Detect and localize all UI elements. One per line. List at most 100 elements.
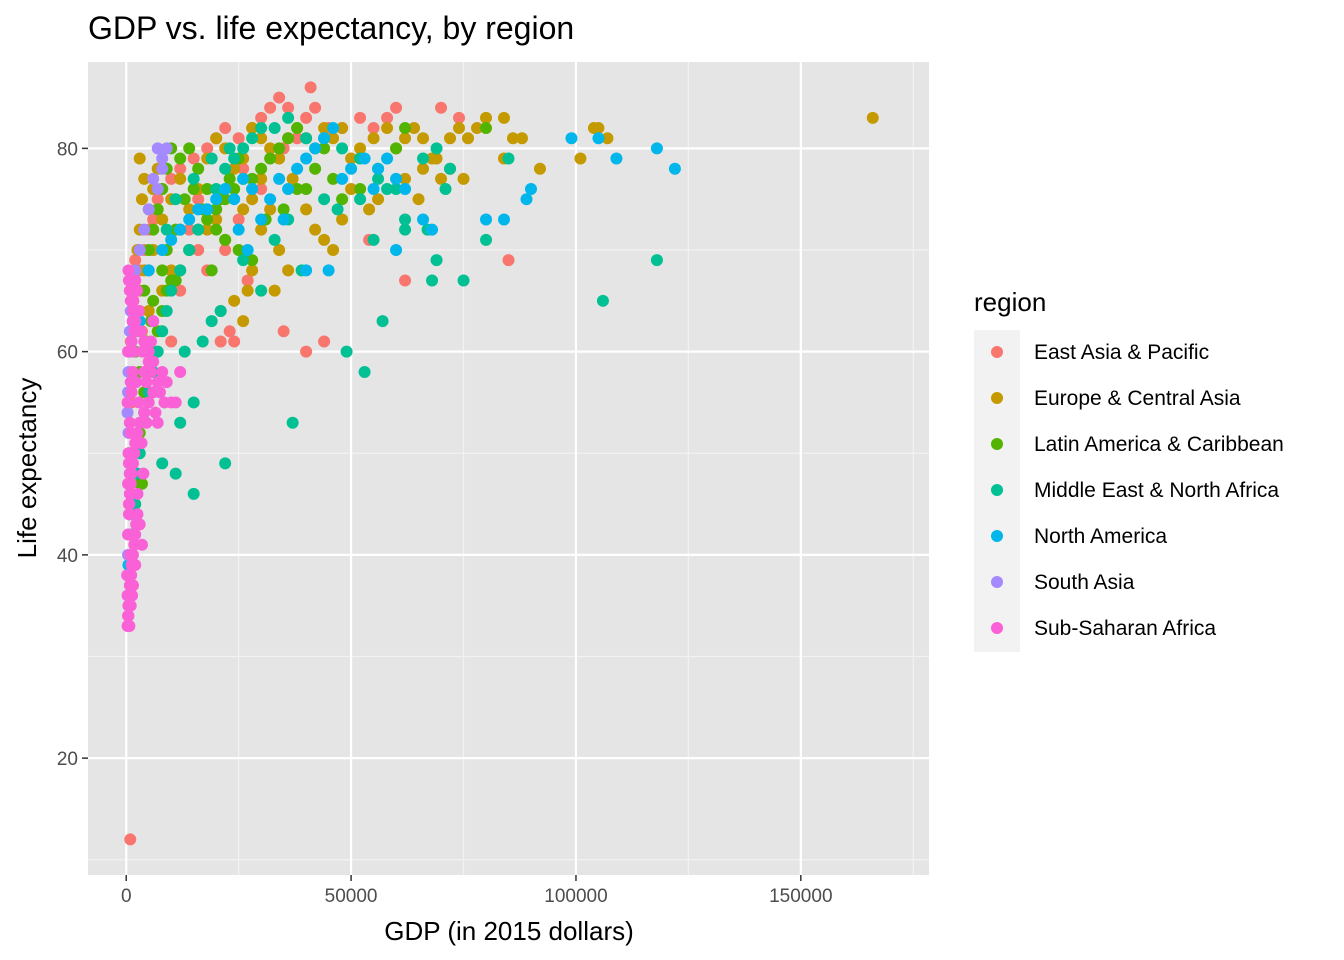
data-point [381, 111, 394, 124]
data-point [232, 223, 245, 236]
legend-label: Sub-Saharan Africa [1034, 617, 1216, 640]
data-point [291, 162, 304, 175]
data-point [318, 132, 331, 145]
axes: 0 50000 100000 150000 20 40 60 80 [57, 139, 833, 907]
x-axis-title: GDP (in 2015 dollars) [384, 916, 634, 946]
legend-title: region [974, 287, 1046, 317]
data-point [282, 132, 295, 145]
data-point [282, 264, 295, 277]
data-point [183, 203, 196, 216]
data-point [156, 162, 169, 175]
data-point [133, 244, 146, 257]
data-point [327, 132, 340, 145]
data-point [246, 183, 259, 196]
data-point [214, 304, 227, 317]
data-point [340, 345, 353, 358]
data-point [444, 132, 457, 145]
data-point [219, 233, 232, 246]
data-point [123, 467, 136, 480]
data-point [219, 457, 232, 470]
data-point [273, 142, 286, 155]
data-point [122, 477, 135, 490]
data-point [237, 162, 250, 175]
data-point [309, 142, 322, 155]
data-point [156, 213, 169, 226]
data-point [201, 183, 214, 196]
data-point [336, 122, 349, 135]
data-point [399, 122, 412, 135]
data-point [187, 487, 200, 500]
data-point [304, 81, 317, 94]
data-point [174, 162, 187, 175]
data-point [129, 254, 142, 267]
data-point [273, 91, 286, 104]
data-point [187, 396, 200, 409]
data-point [268, 284, 281, 297]
data-point [408, 122, 421, 135]
data-point [192, 193, 205, 206]
data-point [196, 335, 209, 348]
legend-key [991, 438, 1003, 450]
data-point [601, 132, 614, 145]
data-point [187, 172, 200, 185]
data-point [151, 345, 164, 358]
data-point [457, 274, 470, 287]
data-point [592, 132, 605, 145]
data-point [232, 244, 245, 257]
data-point [502, 254, 515, 267]
data-point [223, 325, 236, 338]
data-point [133, 152, 146, 165]
data-point [228, 152, 241, 165]
data-point [286, 416, 299, 429]
data-point [122, 528, 135, 541]
data-point [131, 508, 144, 521]
y-tick-label: 40 [57, 546, 78, 567]
data-point [435, 172, 448, 185]
data-point [237, 254, 250, 267]
data-point [156, 457, 169, 470]
legend-key [991, 576, 1003, 588]
data-point [444, 162, 457, 175]
data-point [142, 396, 155, 409]
data-point [426, 274, 439, 287]
data-point [135, 193, 148, 206]
data-point [255, 183, 268, 196]
data-point [153, 386, 166, 399]
data-point [417, 152, 430, 165]
data-point [291, 183, 304, 196]
data-point [237, 203, 250, 216]
data-point [354, 183, 367, 196]
data-point [399, 183, 412, 196]
data-point [524, 183, 537, 196]
data-point [309, 162, 322, 175]
data-point [160, 223, 173, 236]
data-point [174, 172, 187, 185]
data-point [390, 172, 403, 185]
x-tick-label: 0 [121, 886, 132, 907]
data-point [156, 365, 169, 378]
data-point [417, 213, 430, 226]
data-point [367, 183, 380, 196]
data-point [122, 609, 135, 622]
data-point [228, 193, 241, 206]
data-point [255, 162, 268, 175]
data-point [126, 579, 139, 592]
data-point [174, 284, 187, 297]
data-point [178, 193, 191, 206]
data-point [169, 274, 182, 287]
data-point [165, 335, 178, 348]
data-point [390, 183, 403, 196]
data-point [367, 122, 380, 135]
data-point [241, 274, 254, 287]
data-point [210, 223, 223, 236]
legend-label: East Asia & Pacific [1034, 341, 1209, 364]
data-point [264, 101, 277, 114]
data-point [174, 416, 187, 429]
data-point [131, 487, 144, 500]
data-point [241, 284, 254, 297]
data-point [219, 162, 232, 175]
data-point [156, 244, 169, 257]
legend-key [991, 392, 1003, 404]
data-point [223, 172, 236, 185]
data-point [358, 365, 371, 378]
